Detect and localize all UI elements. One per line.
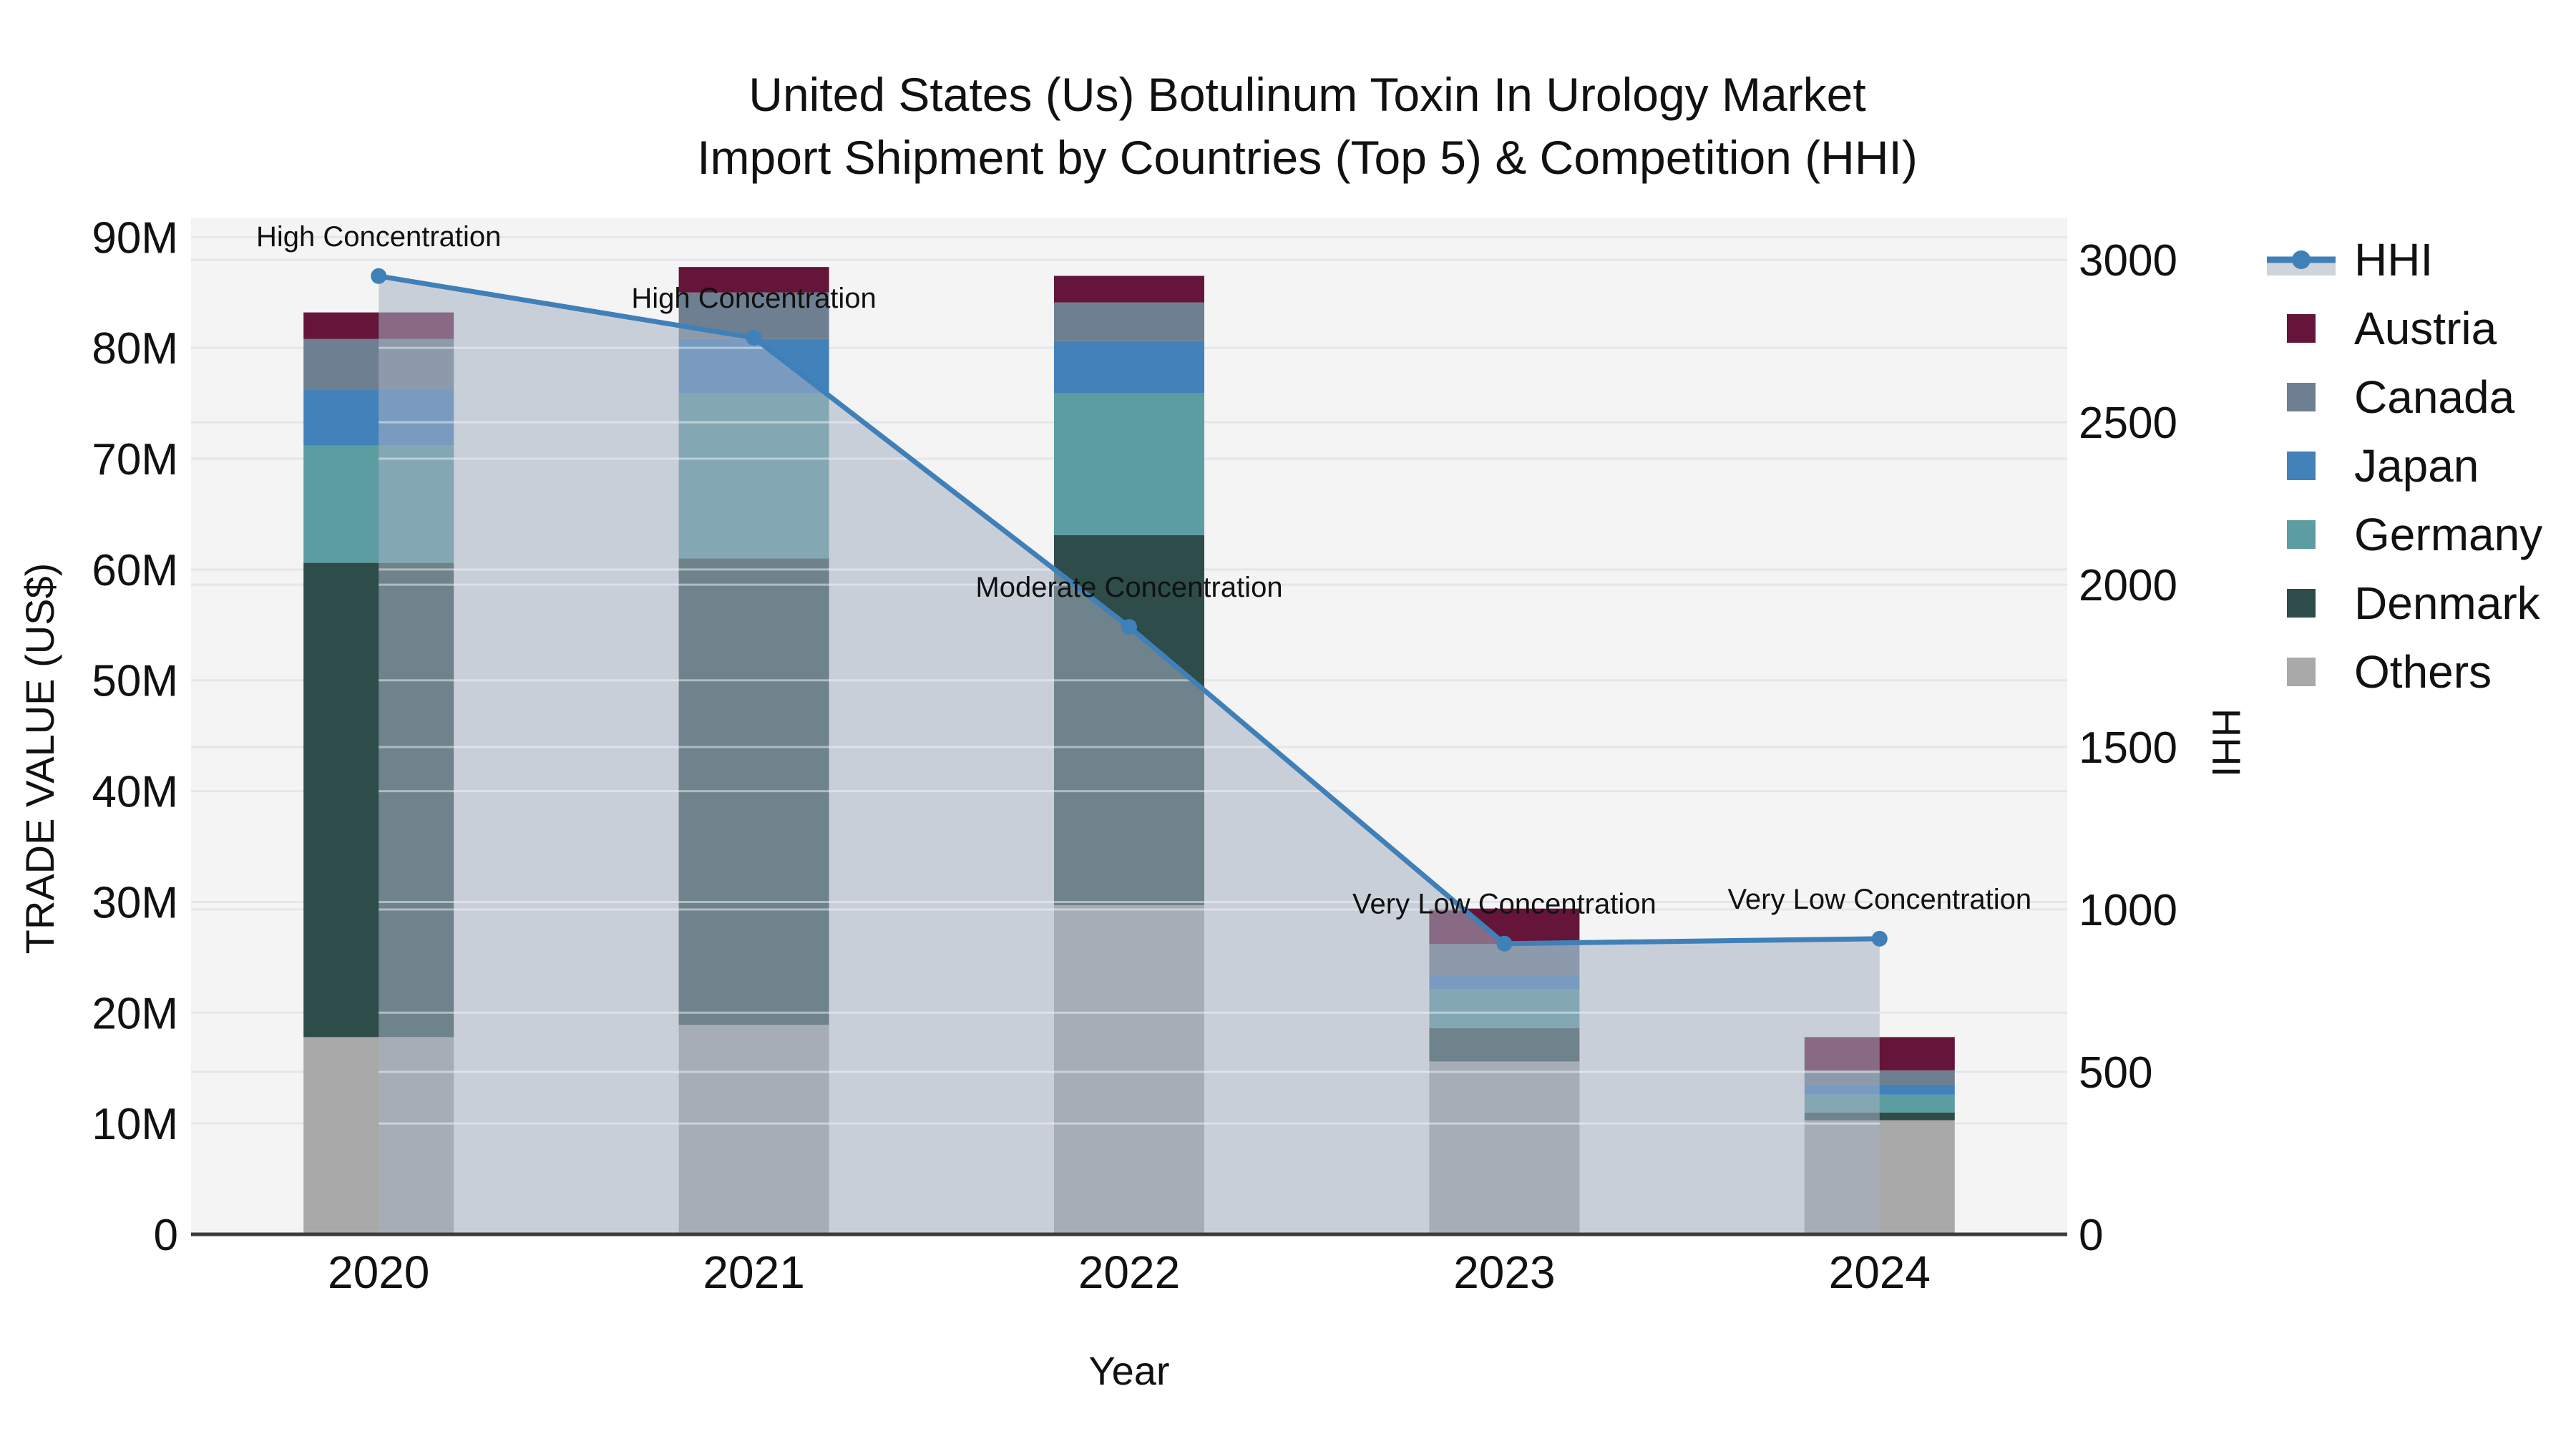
plot-area: High Concentration High Concentration Mode… [92, 213, 2177, 1298]
bar-segment-canada [1054, 302, 1204, 341]
bar-segment-austria [678, 267, 829, 293]
x-axis-title: Year [1088, 1348, 1169, 1393]
x-axis-labels: 2020 2021 2022 2023 2024 [328, 1246, 1931, 1298]
y-left-tick: 0 [154, 1211, 178, 1260]
x-tick-2021: 2021 [703, 1246, 804, 1298]
legend-item-germany[interactable]: Germany [2287, 509, 2542, 560]
legend-item-austria[interactable]: Austria [2287, 303, 2497, 354]
hhi-marker-2020 [371, 268, 387, 284]
y-left-tick: 60M [92, 546, 178, 595]
x-tick-2020: 2020 [328, 1246, 429, 1298]
legend-hhi-marker-sample [2292, 250, 2311, 269]
legend-label-canada: Canada [2354, 371, 2515, 423]
hhi-marker-2024 [1871, 930, 1888, 947]
chart-title: United States (Us) Botulinum Toxin In Ur… [697, 68, 1918, 184]
y-left-tick: 10M [92, 1100, 178, 1149]
annotation-2023: Very Low Concentration [1352, 889, 1657, 920]
legend-label-austria: Austria [2354, 303, 2497, 354]
y-left-tick: 70M [92, 435, 178, 484]
legend-swatch-canada [2287, 383, 2316, 411]
legend-label-hhi: HHI [2354, 234, 2433, 286]
hhi-marker-2021 [746, 330, 762, 346]
legend-item-canada[interactable]: Canada [2287, 371, 2515, 423]
y-right-tick: 3000 [2079, 236, 2177, 286]
y-left-tick: 40M [92, 768, 178, 817]
chart-title-line2: Import Shipment by Countries (Top 5) & C… [697, 131, 1918, 184]
y-right-tick: 1000 [2079, 886, 2177, 935]
legend-item-hhi[interactable]: HHI [2267, 234, 2433, 286]
bar-segment-austria [1054, 275, 1204, 303]
y-axis-left-title: TRADE VALUE (US$) [17, 563, 62, 955]
annotation-2022: Moderate Concentration [975, 572, 1282, 603]
y-right-tick: 2500 [2079, 399, 2177, 448]
y-left-tick: 50M [92, 657, 178, 706]
y-left-tick: 20M [92, 989, 178, 1038]
legend-swatch-japan [2287, 452, 2316, 480]
y-left-tick: 80M [92, 324, 178, 374]
annotation-2021: High Concentration [631, 283, 876, 314]
hhi-area-fill [379, 275, 1880, 1234]
y-axis-right-labels: 0 500 1000 1500 2000 2500 3000 [2079, 236, 2177, 1260]
hhi-marker-2023 [1496, 935, 1513, 952]
y-left-tick: 90M [92, 213, 178, 263]
bar-segment-germany [1054, 393, 1204, 535]
y-left-tick: 30M [92, 878, 178, 927]
y-right-tick: 1500 [2079, 723, 2177, 773]
x-tick-2024: 2024 [1829, 1246, 1931, 1298]
legend-label-others: Others [2354, 646, 2492, 698]
hhi-line [371, 268, 1888, 952]
y-axis-left-labels: 0 10M 20M 30M 40M 50M 60M 70M 80M 90M [92, 213, 178, 1260]
y-right-tick: 2000 [2079, 561, 2177, 610]
legend-label-germany: Germany [2354, 509, 2542, 560]
legend-item-others[interactable]: Others [2287, 646, 2492, 698]
legend: HHI Austria Canada Japan Germany Denmark Other… [2267, 234, 2542, 698]
legend-swatch-austria [2287, 314, 2316, 343]
bar-segment-japan [1054, 341, 1204, 394]
y-right-tick: 0 [2079, 1211, 2103, 1260]
y-right-tick: 500 [2079, 1048, 2152, 1098]
legend-swatch-others [2287, 658, 2316, 686]
annotations: High Concentration High Concentration Mode… [256, 221, 2031, 920]
legend-item-japan[interactable]: Japan [2287, 440, 2479, 492]
legend-swatch-germany [2287, 520, 2316, 549]
annotation-2024: Very Low Concentration [1727, 884, 2031, 915]
x-tick-2022: 2022 [1078, 1246, 1180, 1298]
x-tick-2023: 2023 [1453, 1246, 1555, 1298]
hhi-marker-2022 [1121, 619, 1137, 635]
annotation-2020: High Concentration [256, 221, 501, 253]
legend-label-denmark: Denmark [2354, 577, 2541, 629]
y-axis-right-title: HHI [2204, 708, 2249, 777]
chart-title-line1: United States (Us) Botulinum Toxin In Ur… [748, 68, 1865, 121]
legend-item-denmark[interactable]: Denmark [2287, 577, 2541, 629]
legend-label-japan: Japan [2354, 440, 2479, 492]
legend-swatch-denmark [2287, 589, 2316, 618]
